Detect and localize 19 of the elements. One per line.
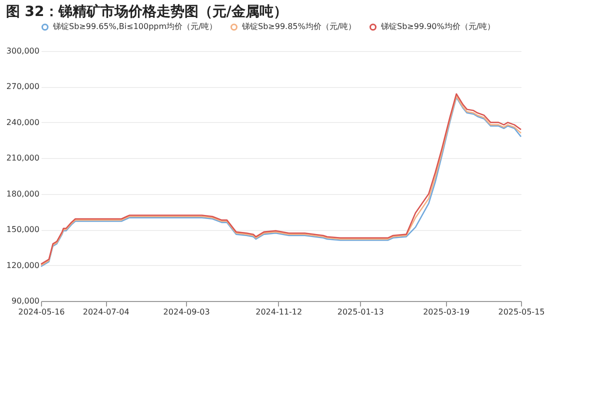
legend-label: 锑锭Sb≥99.90%均价（元/吨） xyxy=(380,22,496,32)
y-tick-label: 150,000 xyxy=(6,225,40,234)
x-tick-label: 2025-05-15 xyxy=(498,308,545,316)
x-tick-label: 2024-07-04 xyxy=(82,308,130,316)
x-tick-label: 2025-01-13 xyxy=(337,308,384,316)
y-tick-label: 240,000 xyxy=(6,118,40,127)
y-tick-label: 210,000 xyxy=(6,154,40,163)
legend-label: 锑锭Sb≥99.85%均价（元/吨） xyxy=(241,22,356,32)
y-tick-label: 270,000 xyxy=(6,82,40,92)
x-tick-label: 2024-05-16 xyxy=(18,308,65,316)
chart-title: 图 32：锑精矿市场价格走势图（元/金属吨） xyxy=(6,3,288,20)
x-tick-label: 2024-11-12 xyxy=(256,308,302,316)
legend-label: 锑锭Sb≥99.65%,Bi≤100ppm均价（元/吨） xyxy=(52,22,218,32)
y-tick-label: 300,000 xyxy=(6,46,40,56)
y-tick-label: 120,000 xyxy=(6,260,40,270)
x-tick-label: 2024-09-03 xyxy=(163,308,210,316)
y-tick-label: 90,000 xyxy=(12,296,40,306)
y-tick-label: 180,000 xyxy=(6,189,40,198)
x-tick-label: 2025-03-19 xyxy=(423,308,470,316)
